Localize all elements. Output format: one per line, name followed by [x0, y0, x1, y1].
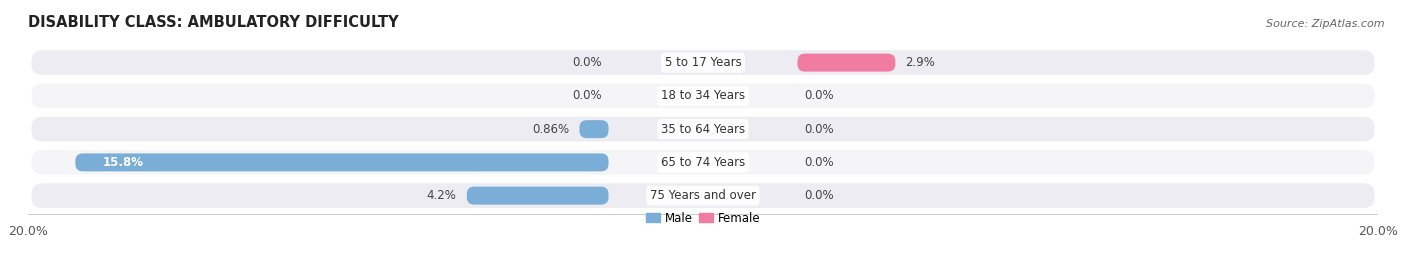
- FancyBboxPatch shape: [31, 150, 1375, 175]
- Legend: Male, Female: Male, Female: [641, 207, 765, 229]
- Text: 0.0%: 0.0%: [804, 123, 834, 136]
- FancyBboxPatch shape: [467, 187, 609, 205]
- FancyBboxPatch shape: [31, 117, 1375, 141]
- Text: 18 to 34 Years: 18 to 34 Years: [661, 89, 745, 102]
- FancyBboxPatch shape: [31, 50, 1375, 75]
- FancyBboxPatch shape: [797, 54, 896, 72]
- Text: 5 to 17 Years: 5 to 17 Years: [665, 56, 741, 69]
- Text: DISABILITY CLASS: AMBULATORY DIFFICULTY: DISABILITY CLASS: AMBULATORY DIFFICULTY: [28, 15, 399, 30]
- Text: Source: ZipAtlas.com: Source: ZipAtlas.com: [1267, 19, 1385, 29]
- Text: 0.0%: 0.0%: [572, 89, 602, 102]
- Text: 35 to 64 Years: 35 to 64 Years: [661, 123, 745, 136]
- Text: 0.0%: 0.0%: [572, 56, 602, 69]
- FancyBboxPatch shape: [76, 153, 609, 171]
- Text: 75 Years and over: 75 Years and over: [650, 189, 756, 202]
- Text: 0.86%: 0.86%: [533, 123, 569, 136]
- Text: 2.9%: 2.9%: [905, 56, 935, 69]
- Text: 15.8%: 15.8%: [103, 156, 143, 169]
- FancyBboxPatch shape: [31, 84, 1375, 108]
- Text: 0.0%: 0.0%: [804, 89, 834, 102]
- Text: 0.0%: 0.0%: [804, 156, 834, 169]
- FancyBboxPatch shape: [31, 183, 1375, 208]
- Text: 0.0%: 0.0%: [804, 189, 834, 202]
- Text: 4.2%: 4.2%: [427, 189, 457, 202]
- FancyBboxPatch shape: [579, 120, 609, 138]
- Text: 65 to 74 Years: 65 to 74 Years: [661, 156, 745, 169]
